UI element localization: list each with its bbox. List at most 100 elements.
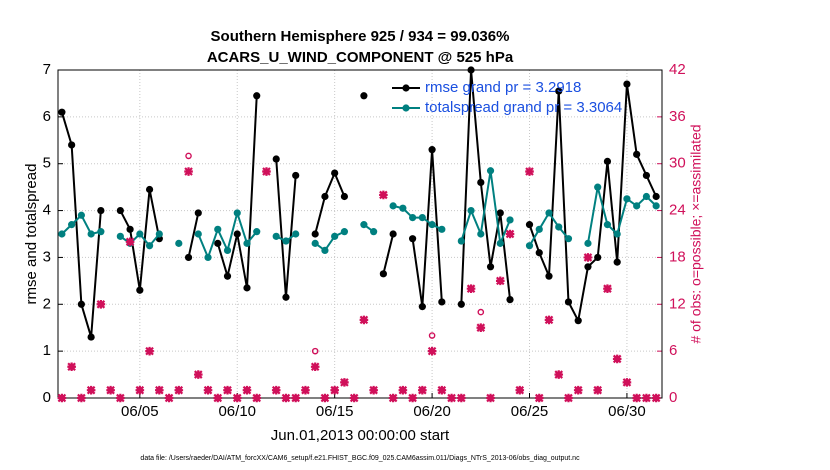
- data-point: [651, 393, 661, 403]
- data-point: [574, 317, 582, 325]
- data-point: [311, 239, 319, 247]
- data-point: [242, 385, 252, 395]
- legend-label: totalspread grand pr = 3.3064: [425, 99, 622, 116]
- data-point: [623, 80, 631, 88]
- data-point: [233, 230, 241, 238]
- data-point: [97, 228, 105, 236]
- x-tick-label: 06/25: [511, 403, 549, 420]
- data-point: [194, 209, 202, 217]
- data-point: [204, 253, 212, 262]
- data-point: [253, 228, 261, 236]
- data-point: [633, 202, 641, 210]
- y2-tick-label: 6: [669, 342, 677, 359]
- data-point: [213, 393, 223, 403]
- data-point: [87, 333, 95, 341]
- data-point: [506, 296, 514, 304]
- data-point: [418, 214, 426, 222]
- data-point: [311, 230, 319, 238]
- data-point: [77, 300, 85, 308]
- data-point: [185, 152, 192, 160]
- x-axis-label: Jun.01,2013 00:00:00 start: [271, 427, 450, 444]
- data-point: [282, 237, 290, 245]
- data-point: [214, 225, 222, 233]
- data-point: [418, 303, 426, 311]
- data-point: [486, 167, 495, 175]
- data-point: [243, 239, 251, 247]
- data-point: [194, 230, 202, 238]
- data-point: [438, 225, 446, 233]
- data-point: [340, 192, 349, 201]
- data-point: [87, 230, 95, 238]
- data-point: [564, 393, 573, 403]
- data-point: [593, 385, 603, 395]
- data-point: [535, 249, 543, 257]
- data-point: [331, 169, 339, 177]
- data-point: [603, 221, 612, 229]
- y-axis-label: rmse and totalspread: [23, 164, 40, 305]
- data-point: [321, 246, 329, 254]
- data-point: [330, 385, 339, 395]
- data-point: [291, 393, 301, 403]
- y2-tick-label: 12: [669, 295, 686, 312]
- data-point: [632, 393, 641, 403]
- data-point: [292, 230, 300, 238]
- data-point: [193, 370, 203, 379]
- data-point: [612, 354, 622, 364]
- legend-marker: [402, 84, 410, 92]
- plot-frame: [57, 69, 663, 399]
- chart-subtitle: ACARS_U_WIND_COMPONENT @ 525 hPa: [207, 49, 514, 66]
- data-point: [534, 393, 544, 403]
- data-point: [379, 190, 388, 200]
- data-point: [467, 206, 475, 215]
- data-point: [164, 393, 174, 403]
- data-point: [428, 221, 436, 229]
- y-tick-label: 3: [43, 248, 51, 265]
- data-point: [58, 230, 66, 238]
- data-point: [77, 393, 86, 403]
- data-point: [486, 263, 495, 271]
- data-point: [96, 299, 106, 309]
- data-point: [399, 204, 407, 212]
- data-point: [369, 385, 378, 395]
- data-point: [652, 202, 660, 210]
- data-point: [594, 183, 602, 191]
- data-point: [243, 284, 251, 292]
- data-point: [116, 232, 124, 240]
- y-tick-label: 5: [43, 155, 51, 172]
- data-point: [68, 221, 76, 229]
- data-point: [340, 378, 349, 387]
- data-point: [603, 157, 612, 165]
- data-point: [359, 315, 369, 325]
- data-point: [116, 206, 124, 215]
- data-point: [564, 298, 573, 306]
- data-point: [175, 239, 183, 247]
- data-point: [389, 230, 397, 238]
- data-point: [495, 276, 505, 286]
- data-point: [584, 239, 592, 247]
- data-point: [652, 192, 660, 201]
- data-point: [68, 141, 76, 149]
- data-point: [428, 146, 436, 154]
- y2-tick-label: 30: [669, 155, 686, 172]
- y2-tick-label: 36: [669, 108, 686, 125]
- data-point: [86, 385, 96, 395]
- data-point: [125, 237, 135, 247]
- data-point: [145, 242, 154, 250]
- data-point: [642, 192, 651, 201]
- legend-label: rmse grand pr = 3.2918: [425, 79, 581, 96]
- data-point: [145, 185, 154, 194]
- data-point: [379, 270, 387, 278]
- data-point: [515, 385, 525, 395]
- data-point: [331, 232, 339, 240]
- data-point: [496, 209, 504, 217]
- data-point: [545, 209, 553, 217]
- x-tick-label: 06/20: [413, 403, 451, 420]
- data-point: [496, 239, 504, 247]
- footnote: data file: /Users/raeder/DAI/ATM_forcXX/…: [140, 455, 580, 462]
- data-point: [233, 209, 241, 217]
- data-point: [155, 230, 163, 238]
- legend-marker: [402, 104, 410, 112]
- data-point: [136, 286, 144, 294]
- data-point: [126, 225, 134, 233]
- data-point: [409, 235, 417, 243]
